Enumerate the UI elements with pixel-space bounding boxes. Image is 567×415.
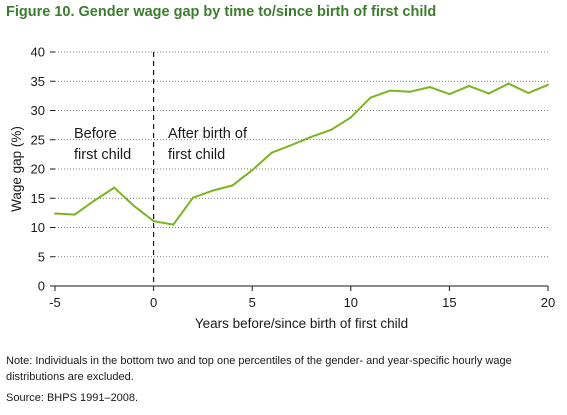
x-tick-label: 0 [150,295,157,310]
data-point [349,116,352,119]
data-point [290,144,293,147]
data-point [369,96,372,99]
annotation-after: After birth of first child [168,126,248,163]
y-tick-label: 15 [31,191,45,206]
data-point [389,89,392,92]
data-point [54,212,56,215]
data-point [330,128,333,131]
y-tick-labels: 0 5 10 15 20 25 30 35 40 [31,45,45,294]
grid-lines [55,51,548,258]
y-tick-label: 20 [31,162,45,177]
annotation-line: Before [74,126,117,142]
y-axis-title: Wage gap (%) [9,126,24,212]
y-tick-label: 25 [31,132,45,147]
figure-title: Figure 10. Gender wage gap by time to/si… [6,4,437,20]
data-point [113,186,116,189]
data-point [132,204,135,207]
y-tick-label: 35 [31,74,45,89]
x-axis-title: Years before/since birth of first child [195,316,408,331]
y-tick-label: 10 [31,220,45,235]
data-point [547,83,549,86]
data-point [211,189,214,192]
figure-source: Source: BHPS 1991–2008. [6,392,139,404]
data-point [251,169,254,172]
data-point [310,135,313,138]
figure-note: Note: Individuals in the bottom two and … [6,355,512,383]
data-point [93,199,96,202]
data-point [487,92,490,95]
y-tick-label: 30 [31,103,45,118]
data-point [507,82,510,85]
axes [50,51,549,291]
annotation-line: After birth of [168,126,248,142]
y-tick-label: 40 [31,45,45,60]
data-point [448,93,451,96]
annotation-before: Before first child [74,126,131,163]
x-tick-label: 15 [442,295,456,310]
data-point [270,151,273,154]
data-point [192,196,195,199]
data-point [152,220,155,223]
y-tick-label: 0 [38,279,45,294]
annotation-line: first child [168,147,225,163]
x-tick-labels: -5 0 5 10 15 20 [49,295,555,310]
data-point [231,184,234,187]
data-point [73,213,76,216]
x-tick-label: 10 [344,295,358,310]
data-point [468,84,471,87]
wage-gap-chart: 0 5 10 15 20 25 30 35 40 -5 0 5 10 15 20 Before first … [9,45,555,332]
data-point [428,86,431,89]
x-tick-label: -5 [49,295,61,310]
data-point [408,90,411,93]
x-tick-label: 20 [541,295,555,310]
data-point [527,91,530,94]
y-tick-label: 5 [38,249,45,264]
data-point [172,223,175,226]
data-points [54,82,549,226]
series-line-wage-gap [54,82,549,226]
x-tick-label: 5 [249,295,256,310]
annotation-line: first child [74,147,131,163]
